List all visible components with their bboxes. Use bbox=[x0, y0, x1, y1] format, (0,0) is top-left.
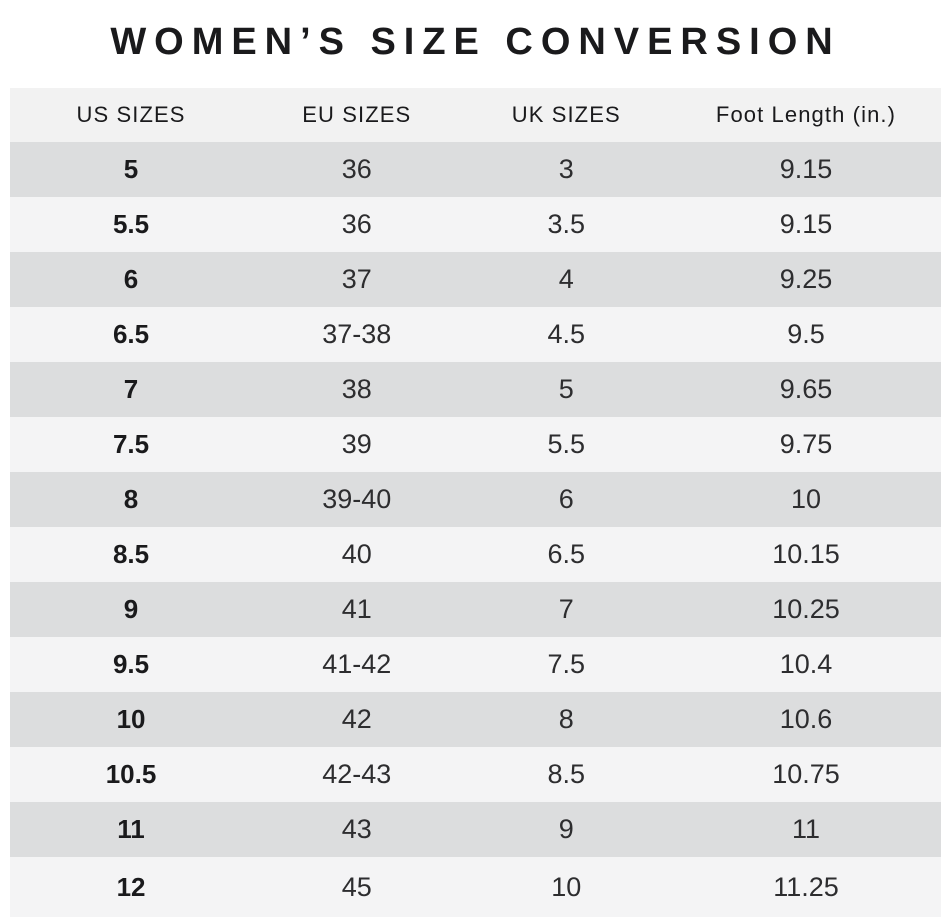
uk-size-cell: 6.5 bbox=[547, 539, 586, 569]
us-size-cell: 6.5 bbox=[112, 319, 150, 349]
table-row: 9.5 41-42 7.5 10.4 bbox=[10, 637, 941, 692]
us-size-cell: 8.5 bbox=[112, 539, 150, 569]
column-header-us-sizes: US SIZES bbox=[10, 88, 253, 142]
us-size-cell: 8 bbox=[123, 484, 139, 514]
uk-size-cell: 5 bbox=[558, 374, 574, 404]
us-size-cell: 5 bbox=[123, 154, 139, 184]
us-size-cell: 5.5 bbox=[112, 209, 150, 239]
us-size-cell: 10 bbox=[116, 704, 146, 734]
table-row: 11 43 9 11 bbox=[10, 802, 941, 857]
table-row: 8 39-40 6 10 bbox=[10, 472, 941, 527]
table-row: 6.5 37-38 4.5 9.5 bbox=[10, 307, 941, 362]
page-title: WOMEN’S SIZE CONVERSION bbox=[110, 21, 841, 63]
size-conversion-table: US SIZES EU SIZES UK SIZES Foot Length (… bbox=[10, 88, 941, 917]
foot-length-cell: 10.4 bbox=[779, 649, 833, 679]
eu-size-cell: 36 bbox=[341, 209, 372, 239]
us-size-cell: 10.5 bbox=[105, 759, 157, 789]
us-size-cell: 6 bbox=[123, 264, 139, 294]
us-size-cell: 11 bbox=[117, 814, 145, 844]
eu-size-cell: 37 bbox=[341, 264, 372, 294]
column-header-eu-sizes: EU SIZES bbox=[252, 88, 462, 142]
table-row: 5 36 3 9.15 bbox=[10, 142, 941, 197]
us-size-cell: 7.5 bbox=[112, 429, 150, 459]
table-body: 5 36 3 9.15 5.5 36 3.5 9.15 6 37 4 9.25 6.5 37-38 4.5 9… bbox=[10, 142, 941, 917]
foot-length-cell: 11.25 bbox=[773, 871, 839, 902]
eu-size-cell: 38 bbox=[341, 374, 372, 404]
table-row: 9 41 7 10.25 bbox=[10, 582, 941, 637]
foot-length-cell: 9.15 bbox=[779, 154, 833, 184]
foot-length-cell: 11 bbox=[791, 814, 820, 844]
eu-size-cell: 41 bbox=[341, 594, 372, 624]
uk-size-cell: 3 bbox=[558, 154, 574, 184]
foot-length-cell: 9.15 bbox=[779, 209, 833, 239]
column-header-uk-sizes: UK SIZES bbox=[461, 88, 671, 142]
uk-size-cell: 9 bbox=[558, 814, 574, 844]
uk-size-cell: 6 bbox=[558, 484, 574, 514]
eu-size-cell: 43 bbox=[341, 814, 372, 844]
eu-size-cell: 41-42 bbox=[322, 649, 392, 679]
foot-length-cell: 9.75 bbox=[779, 429, 833, 459]
uk-size-cell: 4 bbox=[558, 264, 574, 294]
table-row: 10 42 8 10.6 bbox=[10, 692, 941, 747]
uk-size-cell: 8 bbox=[558, 704, 574, 734]
uk-size-cell: 7.5 bbox=[547, 649, 586, 679]
us-size-cell: 12 bbox=[116, 871, 146, 902]
eu-size-cell: 39 bbox=[341, 429, 372, 459]
header-row: US SIZES EU SIZES UK SIZES Foot Length (… bbox=[10, 88, 941, 142]
uk-size-cell: 4.5 bbox=[547, 319, 586, 349]
foot-length-cell: 10.15 bbox=[772, 539, 840, 569]
table-row: 7.5 39 5.5 9.75 bbox=[10, 417, 941, 472]
eu-size-cell: 40 bbox=[341, 539, 372, 569]
foot-length-cell: 10 bbox=[790, 484, 822, 514]
table-row: 7 38 5 9.65 bbox=[10, 362, 941, 417]
uk-size-cell: 5.5 bbox=[547, 429, 586, 459]
table-row: 5.5 36 3.5 9.15 bbox=[10, 197, 941, 252]
foot-length-cell: 10.75 bbox=[772, 759, 840, 789]
foot-length-cell: 10.6 bbox=[779, 704, 833, 734]
table-row: 6 37 4 9.25 bbox=[10, 252, 941, 307]
uk-size-cell: 3.5 bbox=[547, 209, 586, 239]
table-row: 12 45 10 11.25 bbox=[10, 857, 941, 917]
foot-length-cell: 10.25 bbox=[772, 594, 840, 624]
foot-length-cell: 9.5 bbox=[787, 319, 825, 349]
us-size-cell: 9 bbox=[123, 594, 139, 624]
us-size-cell: 7 bbox=[123, 374, 139, 404]
foot-length-cell: 9.65 bbox=[779, 374, 833, 404]
eu-size-cell: 39-40 bbox=[322, 484, 392, 514]
eu-size-cell: 37-38 bbox=[322, 319, 392, 349]
uk-size-cell: 10 bbox=[551, 871, 582, 902]
uk-size-cell: 8.5 bbox=[547, 759, 586, 789]
us-size-cell: 9.5 bbox=[112, 649, 150, 679]
column-header-foot-length: Foot Length (in.) bbox=[670, 88, 941, 142]
table-row: 10.5 42-43 8.5 10.75 bbox=[10, 747, 941, 802]
eu-size-cell: 42-43 bbox=[322, 759, 392, 789]
table-row: 8.5 40 6.5 10.15 bbox=[10, 527, 941, 582]
uk-size-cell: 7 bbox=[558, 594, 574, 624]
foot-length-cell: 9.25 bbox=[779, 264, 833, 294]
eu-size-cell: 36 bbox=[341, 154, 372, 184]
eu-size-cell: 42 bbox=[341, 704, 372, 734]
eu-size-cell: 45 bbox=[341, 871, 372, 902]
